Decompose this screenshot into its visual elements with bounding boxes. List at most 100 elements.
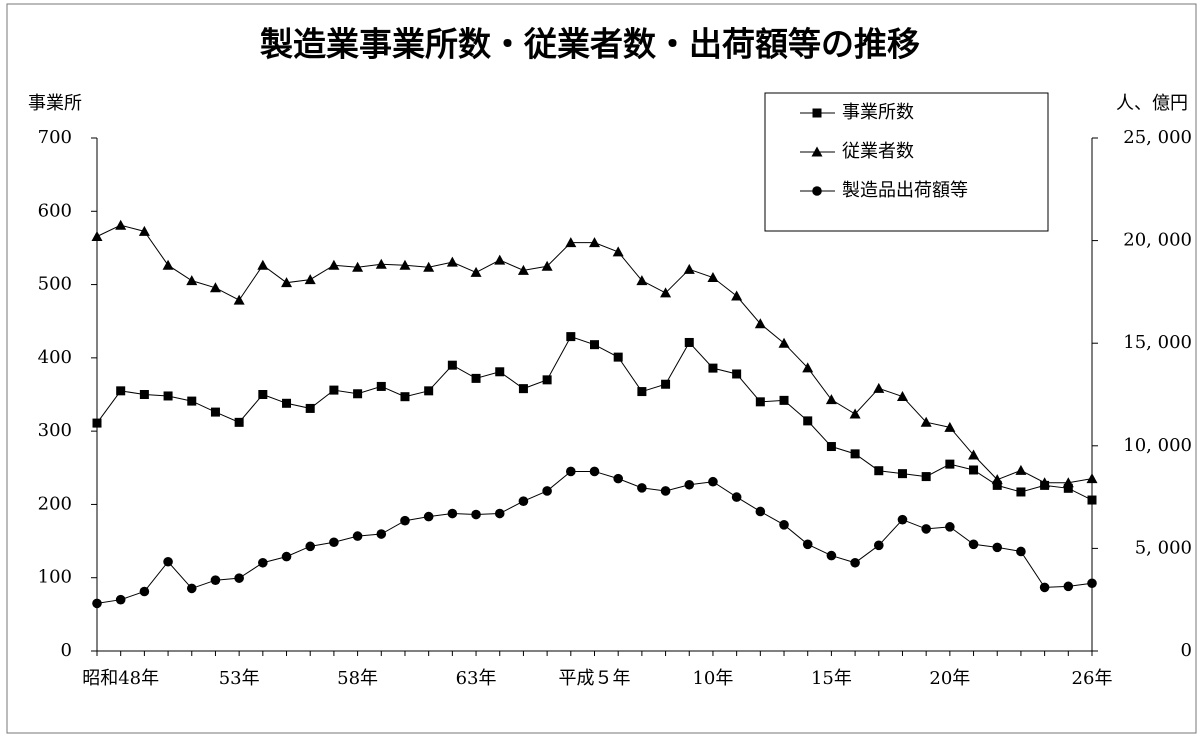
marker	[304, 274, 316, 285]
marker	[660, 287, 672, 298]
marker	[826, 550, 837, 561]
marker	[1087, 495, 1097, 505]
marker	[163, 556, 173, 567]
marker	[778, 337, 790, 348]
y2-tick-label: 0	[1181, 640, 1192, 661]
marker	[683, 263, 695, 274]
marker	[1086, 473, 1098, 484]
marker	[612, 246, 624, 257]
marker	[850, 449, 860, 459]
marker	[542, 486, 552, 496]
marker	[945, 459, 955, 469]
marker	[921, 472, 931, 482]
marker	[258, 557, 268, 568]
marker	[91, 230, 103, 241]
marker	[992, 480, 1002, 490]
y-tick-label: 400	[38, 347, 72, 368]
y-tick-label: 600	[38, 200, 72, 221]
x-tick-label: 53年	[219, 668, 260, 689]
y-tick-label: 700	[38, 127, 72, 148]
x-tick-label: 10年	[692, 668, 733, 689]
marker	[825, 394, 837, 405]
marker	[447, 508, 458, 519]
marker	[896, 391, 908, 402]
y2-tick-label: 5, 000	[1135, 537, 1192, 558]
marker	[494, 508, 505, 519]
marker	[257, 259, 269, 270]
legend-label: 事業所数	[842, 102, 914, 123]
marker	[518, 496, 529, 507]
marker	[660, 486, 671, 496]
marker	[542, 375, 552, 385]
marker	[353, 389, 363, 399]
marker	[731, 492, 742, 502]
marker	[589, 237, 600, 248]
legend-marker	[812, 108, 822, 118]
marker	[754, 318, 766, 329]
marker	[282, 398, 292, 408]
x-tick-label: 26年	[1072, 668, 1113, 689]
marker	[329, 385, 339, 395]
marker	[708, 476, 718, 487]
x-tick-label: 20年	[929, 668, 970, 689]
marker	[589, 466, 600, 477]
marker	[258, 390, 268, 399]
marker	[517, 264, 529, 275]
marker	[636, 275, 648, 286]
marker	[1087, 578, 1097, 589]
marker	[210, 407, 220, 417]
marker	[707, 272, 719, 283]
marker	[897, 469, 907, 479]
marker	[139, 586, 150, 597]
marker	[210, 575, 221, 586]
marker	[684, 337, 694, 347]
marker	[945, 522, 955, 532]
marker	[187, 396, 197, 406]
marker	[92, 598, 102, 609]
marker	[566, 466, 576, 477]
marker	[732, 369, 742, 379]
y-axis-title: 事業所	[28, 93, 82, 114]
marker	[731, 290, 743, 301]
marker	[566, 332, 576, 342]
marker	[400, 392, 410, 402]
marker	[186, 583, 197, 594]
marker	[116, 386, 126, 396]
legend-label: 従業者数	[842, 141, 914, 162]
marker	[1062, 477, 1074, 488]
marker	[139, 390, 149, 399]
marker	[305, 403, 315, 413]
marker	[423, 261, 435, 272]
marker	[613, 352, 623, 362]
x-tick-label: 平成５年	[559, 668, 631, 689]
marker	[969, 465, 979, 475]
marker	[376, 529, 387, 539]
marker	[446, 256, 458, 267]
marker	[1016, 487, 1026, 497]
marker	[352, 531, 363, 541]
marker	[944, 421, 956, 432]
marker	[755, 506, 766, 517]
marker	[661, 379, 671, 389]
y2-tick-label: 20, 000	[1123, 230, 1192, 251]
x-tick-label: 58年	[337, 668, 378, 689]
marker	[779, 520, 789, 530]
marker	[968, 449, 980, 460]
marker	[209, 282, 221, 293]
marker	[186, 275, 198, 286]
marker	[400, 515, 410, 526]
marker	[968, 539, 979, 550]
y-tick-label: 200	[38, 493, 72, 514]
marker	[92, 418, 102, 428]
marker	[328, 259, 340, 270]
marker	[399, 259, 411, 270]
marker	[447, 360, 457, 370]
marker	[897, 514, 908, 525]
marker	[849, 408, 861, 419]
marker	[802, 539, 813, 550]
marker	[921, 524, 931, 534]
marker	[305, 541, 316, 552]
marker	[234, 417, 244, 427]
marker	[1063, 581, 1074, 592]
marker	[163, 391, 173, 401]
